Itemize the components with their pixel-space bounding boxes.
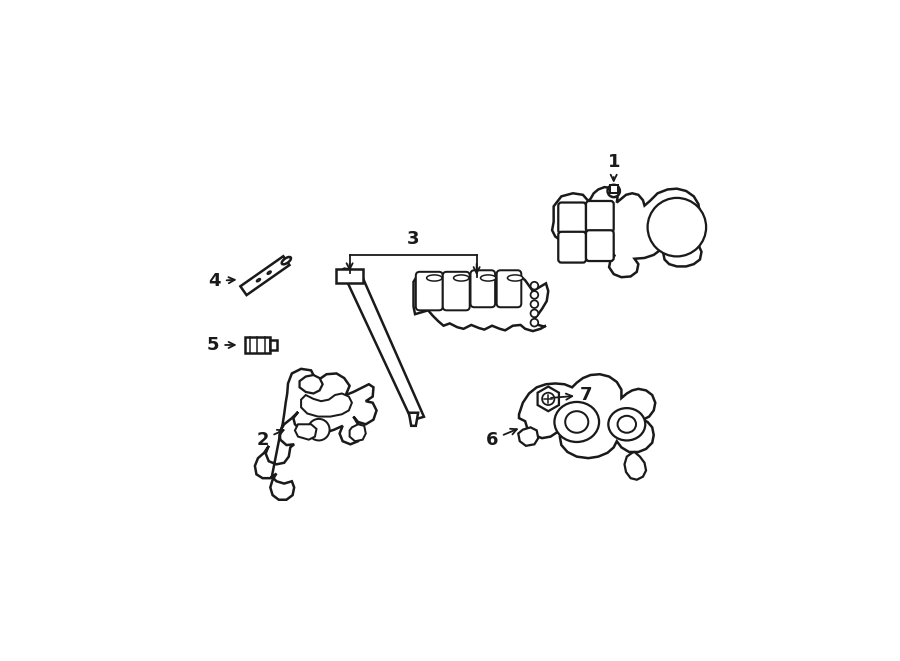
FancyBboxPatch shape: [586, 201, 614, 232]
FancyBboxPatch shape: [558, 202, 586, 233]
Text: 6: 6: [486, 429, 517, 449]
Circle shape: [542, 393, 554, 405]
Polygon shape: [518, 428, 538, 446]
Polygon shape: [255, 369, 376, 500]
Polygon shape: [413, 272, 548, 331]
Polygon shape: [302, 393, 352, 416]
Ellipse shape: [608, 408, 645, 440]
FancyBboxPatch shape: [497, 270, 521, 307]
Polygon shape: [610, 185, 618, 193]
Text: 2: 2: [256, 430, 284, 449]
Circle shape: [531, 300, 538, 308]
Polygon shape: [245, 336, 269, 354]
Polygon shape: [552, 187, 701, 277]
Ellipse shape: [454, 275, 469, 281]
FancyBboxPatch shape: [558, 232, 586, 262]
Text: 7: 7: [551, 386, 592, 404]
Ellipse shape: [565, 411, 589, 433]
Circle shape: [531, 282, 538, 290]
Polygon shape: [342, 268, 424, 420]
Polygon shape: [295, 424, 317, 440]
Circle shape: [531, 291, 538, 299]
Polygon shape: [336, 269, 364, 283]
Polygon shape: [240, 256, 290, 295]
Text: 5: 5: [207, 336, 235, 354]
Circle shape: [308, 419, 329, 440]
Text: 4: 4: [209, 272, 235, 290]
FancyBboxPatch shape: [471, 270, 495, 307]
Polygon shape: [349, 424, 365, 442]
Ellipse shape: [481, 275, 496, 281]
Circle shape: [648, 198, 706, 256]
Ellipse shape: [617, 416, 636, 433]
Polygon shape: [519, 374, 655, 458]
Polygon shape: [300, 375, 322, 393]
FancyBboxPatch shape: [443, 272, 470, 310]
Circle shape: [531, 309, 538, 317]
FancyBboxPatch shape: [586, 230, 614, 261]
Ellipse shape: [427, 275, 442, 281]
Ellipse shape: [282, 257, 291, 264]
Ellipse shape: [508, 275, 523, 281]
Circle shape: [608, 185, 620, 197]
Circle shape: [531, 319, 538, 327]
Polygon shape: [625, 452, 646, 480]
Text: 3: 3: [407, 231, 419, 249]
Text: 1: 1: [608, 153, 620, 181]
Polygon shape: [537, 387, 559, 411]
Ellipse shape: [554, 402, 599, 442]
Polygon shape: [269, 340, 277, 350]
FancyBboxPatch shape: [416, 272, 443, 310]
Polygon shape: [409, 412, 419, 426]
